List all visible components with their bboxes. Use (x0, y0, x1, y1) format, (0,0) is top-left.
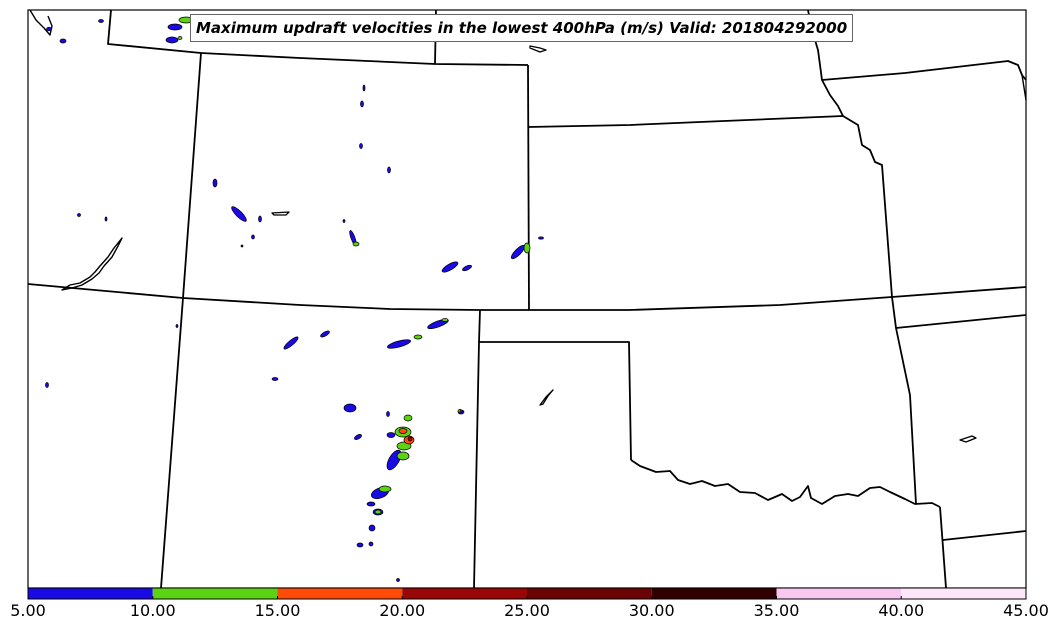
colorbar-tick-label: 20.00 (379, 601, 426, 620)
colorbar-bin (901, 588, 1026, 599)
colorbar-tick-label: 15.00 (254, 601, 301, 620)
colorbar-tick-label: 5.00 (10, 601, 46, 620)
colorbar-bin (28, 588, 153, 599)
colorbar-bin (152, 588, 278, 599)
colorbar-tick-label: 40.00 (878, 601, 925, 620)
colorbar-tick-label: 45.00 (1003, 601, 1049, 620)
colorbar (27, 587, 1027, 600)
colorbar-tick-label: 30.00 (628, 601, 675, 620)
map-title: Maximum updraft velocities in the lowest… (190, 14, 854, 42)
updraft-contours (45, 16, 544, 582)
colorbar-bin (277, 588, 403, 599)
colorbar-bin (651, 588, 777, 599)
colorbar-bin (402, 588, 527, 599)
colorbar-tick-label: 25.00 (504, 601, 550, 620)
state-borders (27, 9, 1027, 589)
colorbar-bin (776, 588, 902, 599)
colorbar-tick-label: 35.00 (753, 601, 800, 620)
colorbar-bin (527, 588, 652, 599)
colorbar-tick-label: 10.00 (129, 601, 176, 620)
